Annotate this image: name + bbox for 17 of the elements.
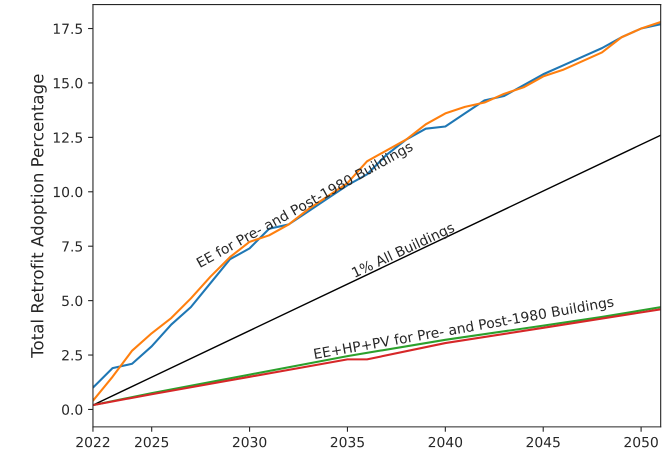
y-tick-label: 5.0 bbox=[62, 296, 82, 306]
y-tick-label: 7.5 bbox=[62, 241, 82, 252]
y-tick-label: 10.0 bbox=[54, 186, 82, 198]
x-tick-label: 2040 bbox=[428, 436, 462, 448]
y-tick-label: 17.5 bbox=[54, 24, 82, 34]
x-tick-label: 2035 bbox=[330, 436, 364, 448]
x-tick-label: 2025 bbox=[135, 436, 168, 448]
y-tick-label: 12.5 bbox=[54, 132, 82, 143]
x-tick-label: 2045 bbox=[526, 436, 560, 448]
y-tick-label: 15.0 bbox=[54, 78, 82, 88]
y-tick-label: 0.0 bbox=[62, 404, 82, 415]
y-axis-title: Total Retrofit Adoption Percentage bbox=[30, 74, 47, 358]
x-tick-label: 2050 bbox=[624, 436, 658, 448]
x-tick-label: 2030 bbox=[232, 436, 266, 448]
y-tick-label: 2.5 bbox=[62, 350, 82, 361]
annotation: EE+HP+PV for Pre- and Post-1980 Buildings bbox=[314, 296, 614, 362]
x-tick-label: 2022 bbox=[76, 436, 110, 448]
